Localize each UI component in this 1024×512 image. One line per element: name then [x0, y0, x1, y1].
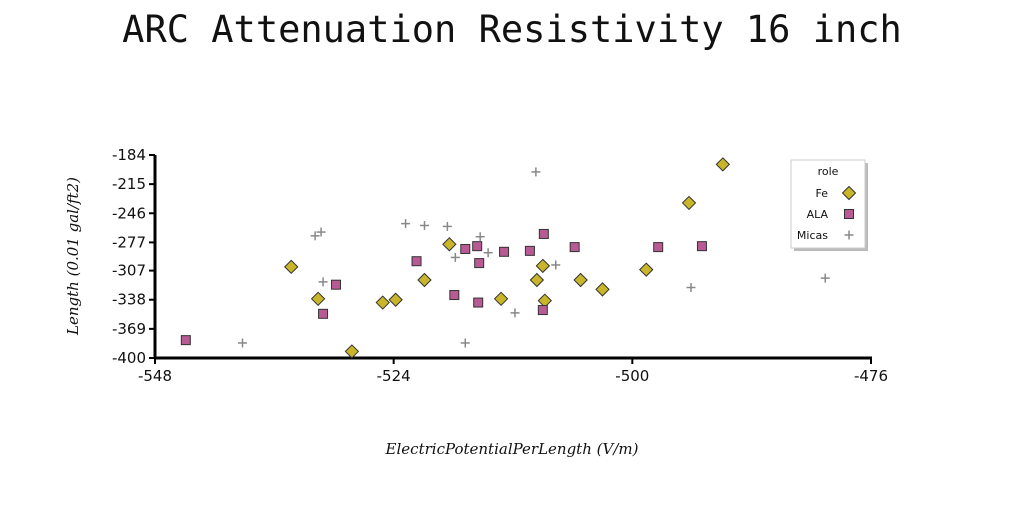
legend-box	[790, 159, 866, 249]
point-ala	[330, 279, 341, 290]
point-fe	[344, 344, 360, 359]
point-fe	[715, 157, 731, 172]
point-micas	[442, 221, 452, 231]
point-ala	[411, 256, 422, 267]
point-fe	[529, 272, 545, 288]
point-micas	[531, 167, 541, 177]
point-ala	[449, 290, 460, 301]
x-tick-label: -524	[377, 367, 411, 385]
point-ala	[318, 308, 329, 319]
point-fe	[535, 258, 551, 274]
y-tick-label: -400	[112, 349, 146, 367]
x-tick-label: -476	[854, 367, 888, 385]
legend-items: Fe ALA Micas	[797, 185, 857, 242]
legend: role Fe ALA Micas	[790, 159, 868, 251]
point-ala	[537, 305, 548, 316]
legend-marker-fe	[841, 185, 857, 201]
point-fe	[417, 272, 432, 288]
point-ala	[696, 241, 707, 252]
legend-label-ala: ALA	[807, 208, 829, 221]
point-fe	[442, 237, 457, 252]
point-ala	[472, 241, 483, 252]
point-fe	[310, 291, 326, 306]
point-micas	[551, 260, 561, 270]
data-points	[180, 157, 830, 359]
y-axis-ticks: -184 -215 -246 -277 -307 -338 -369 -400	[112, 146, 155, 367]
x-tick-label: -500	[615, 367, 649, 385]
point-micas	[475, 232, 485, 242]
y-tick-label: -246	[112, 204, 146, 222]
point-ala	[180, 335, 191, 346]
legend-marker-micas	[844, 230, 854, 240]
legend-label-micas: Micas	[797, 229, 828, 242]
point-ala	[538, 228, 549, 239]
point-fe	[595, 282, 610, 297]
x-axis-label: ElectricPotentialPerLength (V/m)	[385, 440, 639, 458]
y-tick-label: -215	[112, 175, 146, 193]
legend-marker-ala	[844, 209, 854, 219]
point-fe	[388, 292, 403, 307]
chart-title: ARC Attenuation Resistivity 16 inch	[122, 8, 902, 51]
point-fe	[284, 259, 299, 275]
point-micas	[510, 308, 520, 318]
point-ala	[474, 258, 485, 269]
legend-title: role	[818, 165, 839, 178]
point-fe	[375, 295, 390, 310]
x-axis-ticks: -548 -524 -500 -476	[138, 358, 888, 385]
point-fe	[681, 195, 697, 211]
point-micas	[318, 277, 328, 287]
point-micas	[401, 219, 411, 229]
point-micas	[316, 227, 326, 237]
legend-label-fe: Fe	[816, 187, 829, 200]
y-tick-label: -184	[112, 146, 146, 164]
point-micas	[450, 252, 460, 262]
y-tick-label: -338	[112, 291, 146, 309]
point-fe	[493, 291, 509, 306]
point-micas	[483, 248, 493, 258]
x-tick-label: -548	[138, 367, 172, 385]
point-ala	[569, 242, 580, 253]
y-tick-label: -277	[112, 233, 146, 251]
y-tick-label: -307	[112, 262, 146, 280]
point-micas	[460, 338, 470, 348]
point-micas	[419, 220, 429, 230]
point-fe	[639, 262, 654, 277]
point-ala	[460, 243, 471, 254]
y-axis-label: Length (0.01 gal/ft2)	[64, 177, 82, 336]
point-ala	[473, 297, 484, 308]
point-fe	[573, 272, 588, 288]
point-micas	[686, 283, 696, 293]
point-micas	[820, 273, 830, 283]
point-ala	[653, 242, 664, 253]
point-micas	[310, 231, 320, 241]
point-micas	[238, 338, 248, 348]
point-ala	[499, 246, 510, 257]
point-ala	[524, 245, 535, 256]
y-tick-label: -369	[112, 320, 146, 338]
